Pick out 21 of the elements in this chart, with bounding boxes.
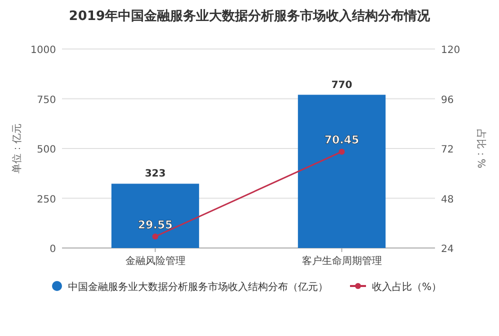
y2-tick-label: 48 (441, 194, 454, 206)
x-tick-label: 客户生命周期管理 (302, 255, 382, 267)
y-tick-label: 0 (50, 244, 56, 255)
y2-tick-label: 72 (441, 144, 454, 156)
chart-title: 2019年中国金融服务业大数据分析服务市场收入结构分布情况 (68, 8, 432, 24)
data-label: 770 (331, 80, 352, 91)
y-tick-label: 500 (36, 144, 56, 156)
y-tick-label: 750 (36, 94, 56, 106)
data-label: 29.55 (138, 218, 173, 232)
y-axis-title: 单位：亿元 (11, 124, 23, 174)
legend-label: 中国金融服务业大数据分析服务市场收入结构分布（亿元） (68, 281, 328, 293)
data-label: 70.45 (324, 134, 360, 147)
legend-label: 收入占比（%） (372, 281, 442, 293)
y2-tick-label: 24 (441, 244, 454, 255)
y2-tick-label: 120 (441, 45, 460, 56)
y-tick-label: 1000 (30, 45, 56, 56)
x-tick-label: 金融风险管理 (125, 255, 186, 267)
y2-tick-label: 96 (441, 94, 454, 106)
y2-axis-title: 占比：% (475, 128, 487, 168)
y-tick-label: 250 (36, 194, 56, 206)
data-label: 323 (144, 168, 166, 180)
